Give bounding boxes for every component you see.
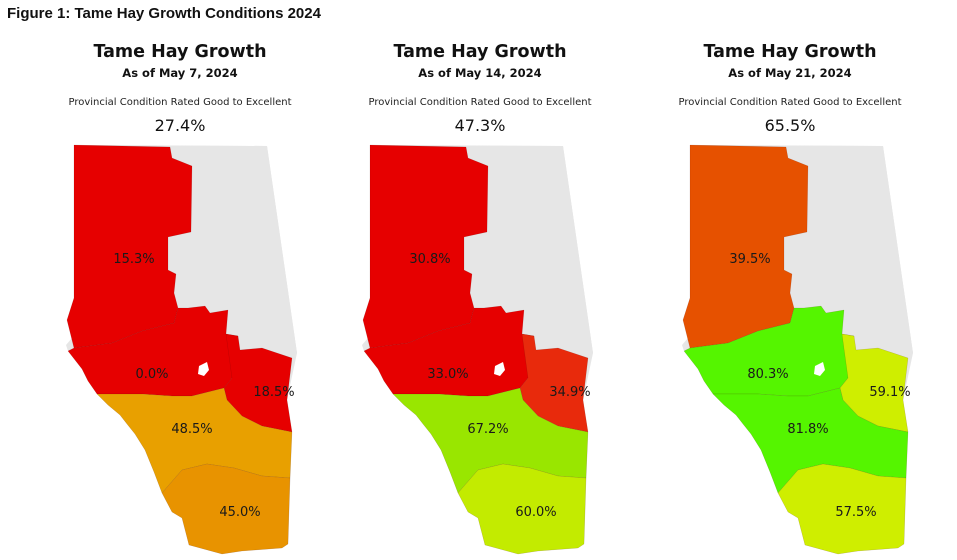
region-label-northeast: 18.5% xyxy=(253,385,294,400)
region-label-northeast: 59.1% xyxy=(869,385,910,400)
panel-title: Tame Hay Growth xyxy=(703,42,877,62)
region-no-data xyxy=(74,145,297,358)
region-south[interactable] xyxy=(777,463,907,555)
region-label-northwest: 33.0% xyxy=(427,367,468,382)
region-label-northwest: 0.0% xyxy=(135,367,168,382)
panel-date: As of May 7, 2024 xyxy=(122,66,238,80)
region-label-central: 67.2% xyxy=(467,422,508,437)
region-label-northeast: 34.9% xyxy=(549,385,590,400)
provincial-value: 65.5% xyxy=(764,116,816,135)
region-peace[interactable] xyxy=(362,144,489,349)
region-label-peace: 39.5% xyxy=(729,252,770,267)
lake-shape xyxy=(814,362,825,376)
lake-shape xyxy=(494,362,505,376)
region-peace[interactable] xyxy=(66,144,193,349)
lake-shape xyxy=(198,362,209,376)
panel-date: As of May 14, 2024 xyxy=(418,66,542,80)
figure-title: Figure 1: Tame Hay Growth Conditions 202… xyxy=(7,5,321,22)
alberta-map: 39.5% 80.3% 59.1% 81.8% 57.5% xyxy=(682,144,913,555)
alberta-map: 15.3% 0.0% 18.5% 48.5% 45.0% xyxy=(66,144,297,555)
map-panel-1: Tame Hay Growth As of May 7, 2024 Provinci… xyxy=(30,38,330,555)
region-peace[interactable] xyxy=(682,144,809,349)
provincial-value: 27.4% xyxy=(154,116,206,135)
region-label-peace: 30.8% xyxy=(409,252,450,267)
panel-caption: Provincial Condition Rated Good to Excel… xyxy=(678,97,902,108)
region-label-northwest: 80.3% xyxy=(747,367,788,382)
panel-date: As of May 21, 2024 xyxy=(728,66,852,80)
panel-title: Tame Hay Growth xyxy=(393,42,567,62)
region-label-peace: 15.3% xyxy=(113,252,154,267)
region-label-central: 48.5% xyxy=(171,422,212,437)
region-south[interactable] xyxy=(457,463,587,555)
region-no-data xyxy=(690,145,913,358)
region-label-central: 81.8% xyxy=(787,422,828,437)
panel-caption: Provincial Condition Rated Good to Excel… xyxy=(368,97,592,108)
map-panel-2: Tame Hay Growth As of May 14, 2024 Provinc… xyxy=(330,38,630,555)
region-label-south: 45.0% xyxy=(219,505,260,520)
map-panel-3: Tame Hay Growth As of May 21, 2024 Provinc… xyxy=(640,38,940,555)
region-label-south: 57.5% xyxy=(835,505,876,520)
region-no-data xyxy=(370,145,593,358)
panel-title: Tame Hay Growth xyxy=(93,42,267,62)
panel-caption: Provincial Condition Rated Good to Excel… xyxy=(68,97,292,108)
alberta-map: 30.8% 33.0% 34.9% 67.2% 60.0% xyxy=(362,144,593,555)
region-label-south: 60.0% xyxy=(515,505,556,520)
provincial-value: 47.3% xyxy=(454,116,506,135)
region-south[interactable] xyxy=(161,463,291,555)
